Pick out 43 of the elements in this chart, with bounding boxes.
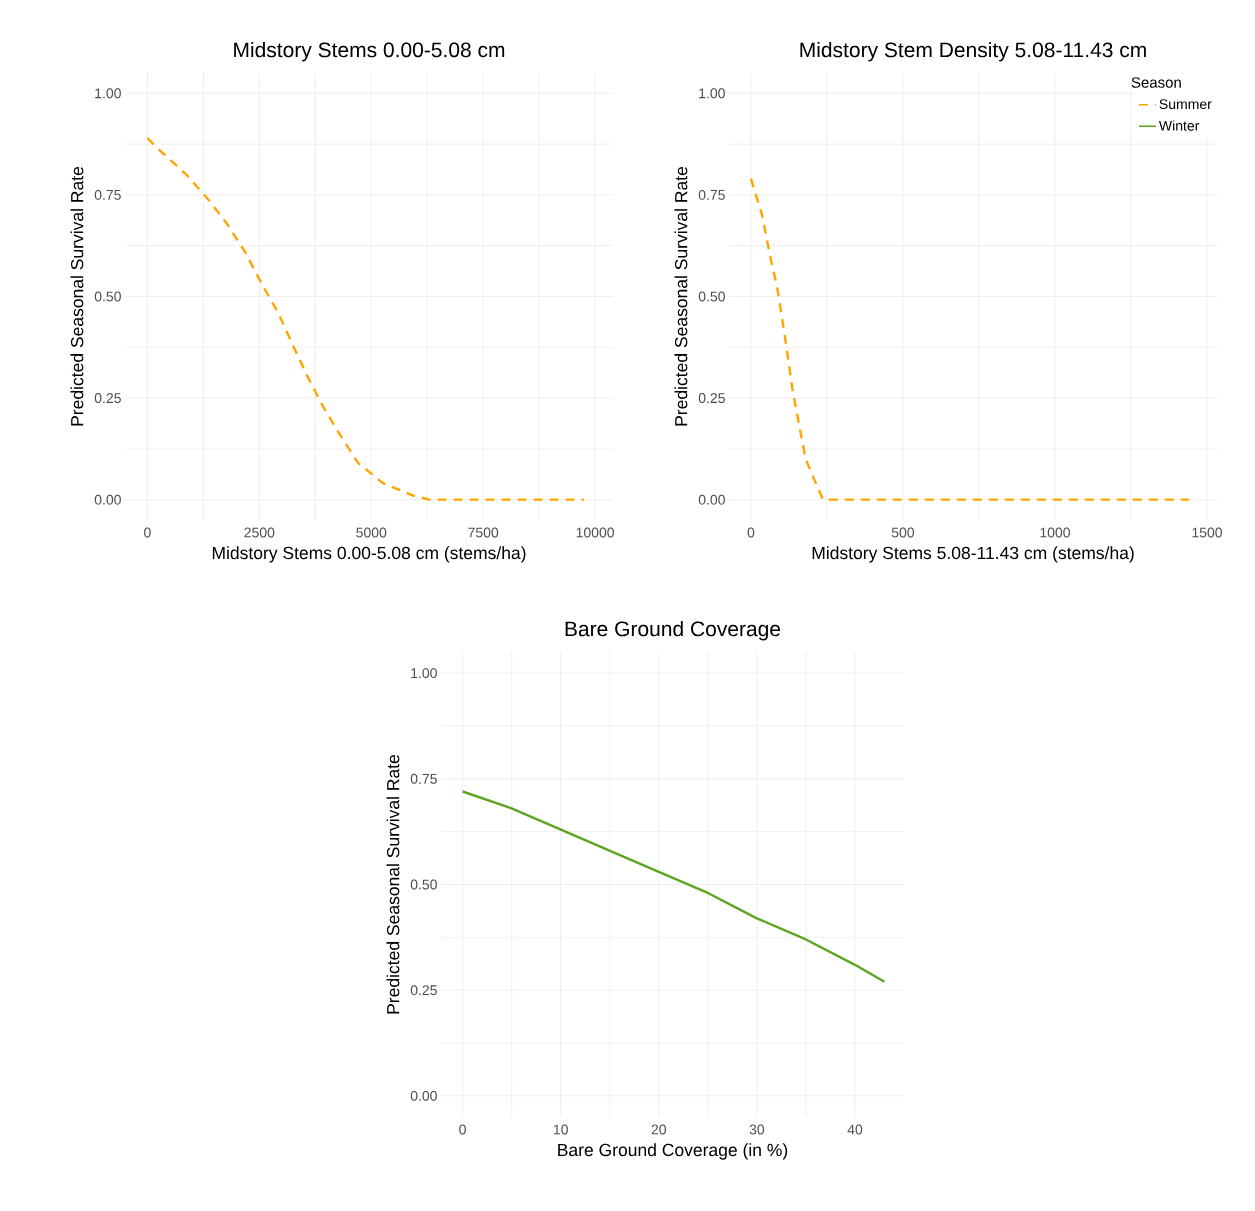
- x-tick-label: 1000: [1040, 527, 1070, 538]
- x-axis-title: Midstory Stems 0.00-5.08 cm (stems/ha): [212, 546, 526, 563]
- line-series: [749, 177, 1190, 501]
- y-tick-label: 0.25: [94, 393, 121, 404]
- y-tick-label: 0.75: [410, 773, 437, 784]
- x-tick-label: 20: [651, 1124, 667, 1135]
- y-tick-label: 1.00: [95, 88, 121, 99]
- x-tick-label: 5000: [356, 527, 387, 538]
- y-tick-label: 0.25: [410, 985, 437, 996]
- chart-title: Midstory Stem Density 5.08-11.43 cm: [800, 41, 1146, 62]
- x-tick-label: 7500: [468, 527, 499, 538]
- x-axis-title: Bare Ground Coverage (in %): [558, 1143, 788, 1160]
- y-axis-title: Predicted Seasonal Survival Rate: [70, 166, 84, 426]
- x-tick-label: 0: [144, 527, 151, 538]
- x-tick-label: 500: [891, 527, 915, 538]
- y-tick-label: 0.00: [94, 494, 121, 505]
- y-tick-label: 0.00: [410, 1090, 437, 1101]
- y-tick-label: 0.00: [698, 494, 725, 505]
- x-tick-label: 1500: [1192, 527, 1223, 538]
- legend-title: Season: [1131, 77, 1181, 88]
- x-tick-label: 0: [747, 527, 755, 538]
- x-tick-label: 0: [459, 1124, 466, 1135]
- y-tick-label: 0.50: [94, 291, 121, 302]
- y-axis-title: Predicted Seasonal Survival Rate: [386, 754, 400, 1014]
- chart-title: Midstory Stems 0.00-5.08 cm: [234, 41, 505, 62]
- x-axis-title: Midstory Stems 5.08-11.43 cm (stems/ha): [812, 546, 1134, 563]
- line-series: [146, 136, 586, 501]
- y-tick-label: 1.00: [411, 668, 437, 679]
- y-tick-label: 1.00: [699, 88, 725, 99]
- x-tick-label: 30: [749, 1124, 765, 1135]
- chart-title: Bare Ground Coverage: [565, 620, 781, 641]
- x-tick-label: 10: [553, 1124, 568, 1135]
- y-tick-label: 0.50: [698, 291, 725, 302]
- y-tick-label: 0.75: [94, 189, 121, 200]
- y-tick-label: 0.25: [698, 393, 725, 404]
- y-axis-title: Predicted Seasonal Survival Rate: [674, 166, 688, 426]
- x-tick-label: 2500: [244, 527, 275, 538]
- x-tick-label: 40: [847, 1124, 863, 1135]
- y-tick-label: 0.75: [698, 189, 725, 200]
- legend-label: Summer: [1159, 99, 1212, 110]
- x-tick-label: 10000: [576, 527, 615, 538]
- text: Winter: [1158, 120, 1200, 131]
- y-tick-label: 0.50: [410, 879, 437, 890]
